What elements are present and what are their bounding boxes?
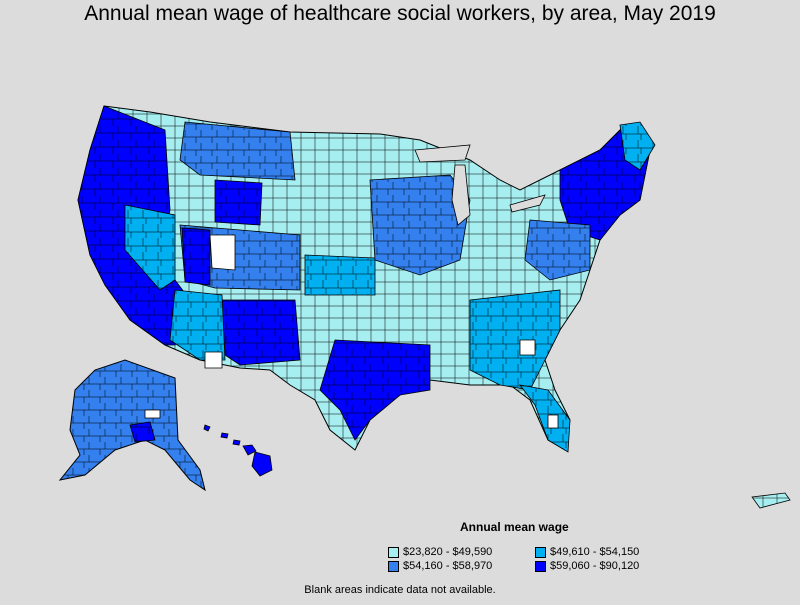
legend-swatch-4 xyxy=(535,560,546,572)
legend-title: Annual mean wage xyxy=(460,520,569,534)
legend-label-1: $23,820 - $49,590 xyxy=(403,546,493,558)
region-maine xyxy=(619,121,656,171)
region-nevada xyxy=(124,204,176,291)
region-utah xyxy=(181,227,211,286)
region-midwest xyxy=(369,174,471,276)
no-data-area xyxy=(547,414,559,429)
region-wyoming xyxy=(214,179,263,226)
footnote: Blank areas indicate data not available. xyxy=(304,584,496,596)
lake-erie xyxy=(509,194,546,213)
legend-swatch-1 xyxy=(388,546,399,558)
alaska-high-area xyxy=(129,421,156,443)
legend-label-3: $54,160 - $58,970 xyxy=(403,560,493,572)
no-data-area xyxy=(519,339,536,356)
legend-label-4: $59,060 - $90,120 xyxy=(550,560,640,572)
legend-label-2: $49,610 - $54,150 xyxy=(550,546,640,558)
legend-item-3: $54,160 - $58,970 xyxy=(388,560,492,572)
region-southeast xyxy=(469,289,561,391)
region-texas-east xyxy=(319,339,431,441)
puerto-rico xyxy=(751,492,791,509)
hawaii xyxy=(203,424,273,477)
no-data-area xyxy=(209,234,236,271)
lake-michigan xyxy=(451,164,471,226)
alaska-no-data xyxy=(144,409,161,419)
region-new-mexico xyxy=(221,299,301,366)
no-data-area xyxy=(204,351,223,369)
legend-item-2: $49,610 - $54,150 xyxy=(535,546,639,558)
region-montana xyxy=(179,121,296,181)
lake-superior xyxy=(414,144,471,163)
legend-item-1: $23,820 - $49,590 xyxy=(388,546,492,558)
map-title: Annual mean wage of healthcare social wo… xyxy=(84,2,716,25)
region-kansas xyxy=(304,254,376,296)
legend-swatch-3 xyxy=(388,560,399,572)
region-florida xyxy=(519,384,571,453)
legend-swatch-2 xyxy=(535,546,546,558)
region-mid-atlantic xyxy=(524,219,591,281)
legend-item-4: $59,060 - $90,120 xyxy=(535,560,639,572)
